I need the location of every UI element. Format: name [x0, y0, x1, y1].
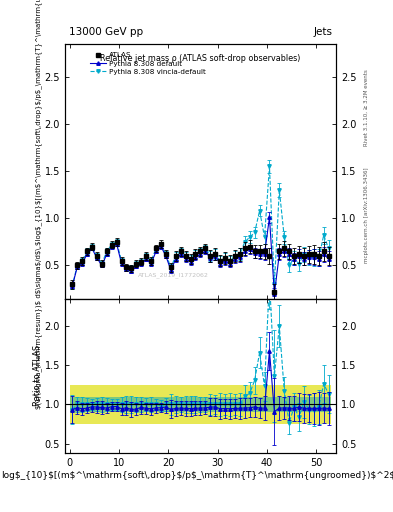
Text: Relative jet mass ρ (ATLAS soft-drop observables): Relative jet mass ρ (ATLAS soft-drop obs…: [100, 54, 301, 63]
Text: Jets: Jets: [313, 27, 332, 37]
X-axis label: log$_{10}$[(m$^\mathrm{soft\,drop}$/p$_\mathrm{T}^\mathrm{ungroomed})$^2$]: log$_{10}$[(m$^\mathrm{soft\,drop}$/p$_\…: [2, 471, 393, 480]
Text: ATLAS_2019_I1772062: ATLAS_2019_I1772062: [138, 272, 209, 278]
Y-axis label: Ratio to ATLAS: Ratio to ATLAS: [33, 345, 42, 407]
Text: mcplots.cern.ch [arXiv:1306.3436]: mcplots.cern.ch [arXiv:1306.3436]: [364, 167, 369, 263]
Text: 13000 GeV pp: 13000 GeV pp: [69, 27, 143, 37]
Y-axis label: $(1/\sigma_\mathrm{resum})$ d$\sigma$/d$\,$log$_{10}$[(m$^\mathrm{soft\,drop}$/p: $(1/\sigma_\mathrm{resum})$ d$\sigma$/d$…: [35, 0, 42, 410]
Text: Rivet 3.1.10, ≥ 3.2M events: Rivet 3.1.10, ≥ 3.2M events: [364, 69, 369, 146]
Legend: ATLAS, Pythia 8.308 default, Pythia 8.308 vincia-default: ATLAS, Pythia 8.308 default, Pythia 8.30…: [90, 52, 206, 75]
